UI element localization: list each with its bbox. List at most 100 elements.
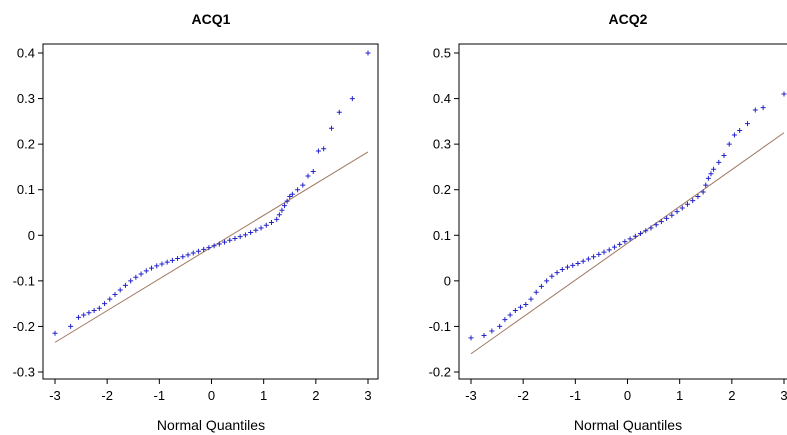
data-point xyxy=(81,312,87,318)
data-point xyxy=(195,248,201,254)
y-tick-label: -0.2 xyxy=(429,365,451,380)
data-point xyxy=(365,50,371,56)
x-tick-label: -1 xyxy=(154,388,166,403)
data-point xyxy=(122,282,128,288)
y-tick-label: 0 xyxy=(444,273,451,288)
data-point xyxy=(242,232,248,238)
x-tick-label: 1 xyxy=(676,388,683,403)
data-point xyxy=(481,333,487,339)
data-point xyxy=(580,258,586,264)
data-point xyxy=(554,270,560,276)
plot-frame xyxy=(42,43,379,380)
data-point xyxy=(201,246,207,252)
x-axis-label: Normal Quantiles xyxy=(157,417,265,433)
data-point xyxy=(86,310,92,316)
x-tick-label: -3 xyxy=(465,388,477,403)
data-point xyxy=(222,239,228,245)
data-point xyxy=(268,220,274,226)
x-tick-label: -2 xyxy=(101,388,113,403)
y-tick-label: 0.3 xyxy=(433,137,451,152)
data-point xyxy=(232,235,238,241)
data-point xyxy=(336,109,342,115)
data-point xyxy=(68,323,74,329)
data-point xyxy=(52,330,58,336)
data-point xyxy=(154,263,160,269)
y-tick-label: -0.1 xyxy=(13,273,35,288)
data-point xyxy=(611,244,617,250)
data-point xyxy=(164,259,170,265)
data-point xyxy=(96,305,102,311)
data-point xyxy=(305,173,311,179)
data-point xyxy=(112,292,118,298)
y-tick-label: 0.3 xyxy=(17,91,35,106)
x-tick-label: 1 xyxy=(260,388,267,403)
y-tick-label: 0.4 xyxy=(433,91,451,106)
data-point xyxy=(279,207,285,213)
x-tick-label: -3 xyxy=(49,388,61,403)
data-point xyxy=(726,141,732,147)
data-point xyxy=(596,251,602,257)
y-tick-label: -0.3 xyxy=(13,365,35,380)
data-point xyxy=(248,230,254,236)
data-point xyxy=(752,107,758,113)
data-point xyxy=(253,227,259,233)
data-point xyxy=(703,182,709,188)
data-point xyxy=(705,175,711,181)
y-tick-label: 0.2 xyxy=(433,182,451,197)
data-point xyxy=(559,266,565,272)
data-point xyxy=(502,317,508,323)
data-point xyxy=(295,187,301,193)
x-tick-label: 0 xyxy=(208,388,215,403)
data-point xyxy=(310,168,316,174)
data-point xyxy=(528,296,534,302)
data-point xyxy=(237,234,243,240)
data-point xyxy=(102,301,108,307)
data-point xyxy=(159,261,165,267)
data-point xyxy=(664,215,670,221)
data-point xyxy=(216,241,222,247)
x-tick-label: 0 xyxy=(624,388,631,403)
x-tick-label: -1 xyxy=(570,388,582,403)
chart-title: ACQ1 xyxy=(192,11,231,27)
data-point xyxy=(690,198,696,204)
x-tick-label: -2 xyxy=(517,388,529,403)
y-tick-label: 0.4 xyxy=(17,46,35,61)
data-point xyxy=(512,307,518,313)
data-point xyxy=(284,198,290,204)
x-tick-label: 3 xyxy=(780,388,787,403)
data-point xyxy=(679,205,685,211)
data-point xyxy=(107,296,113,302)
data-point xyxy=(606,247,612,253)
data-point xyxy=(549,273,555,279)
data-point xyxy=(143,268,149,274)
data-point xyxy=(190,250,196,256)
data-point xyxy=(518,304,524,310)
data-point xyxy=(669,212,675,218)
x-tick-label: 2 xyxy=(728,388,735,403)
data-point xyxy=(128,278,134,284)
data-point xyxy=(591,254,597,260)
data-point xyxy=(175,256,181,262)
qq-panel-acq1: ACQ1 Normal Quantiles -0.3 -0.2 -0.1 0 0.1 0.… xyxy=(13,11,379,433)
plot-frame xyxy=(458,43,787,380)
data-point xyxy=(133,274,139,280)
x-tick-label: 3 xyxy=(364,388,371,403)
data-point xyxy=(643,228,649,234)
data-point xyxy=(695,194,701,200)
data-point xyxy=(731,132,737,138)
data-point xyxy=(468,335,474,341)
data-point xyxy=(185,252,191,258)
y-tick-label: 0.2 xyxy=(17,137,35,152)
data-point xyxy=(287,194,293,200)
data-point xyxy=(781,91,787,97)
data-point xyxy=(737,127,743,133)
y-tick-label: 0.5 xyxy=(433,46,451,61)
data-point xyxy=(227,237,233,243)
data-point xyxy=(138,271,144,277)
data-point xyxy=(289,191,295,197)
data-point xyxy=(349,96,355,102)
data-point xyxy=(300,182,306,188)
x-tick-label: 2 xyxy=(312,388,319,403)
data-point xyxy=(321,146,327,152)
y-tick-label: -0.1 xyxy=(429,319,451,334)
